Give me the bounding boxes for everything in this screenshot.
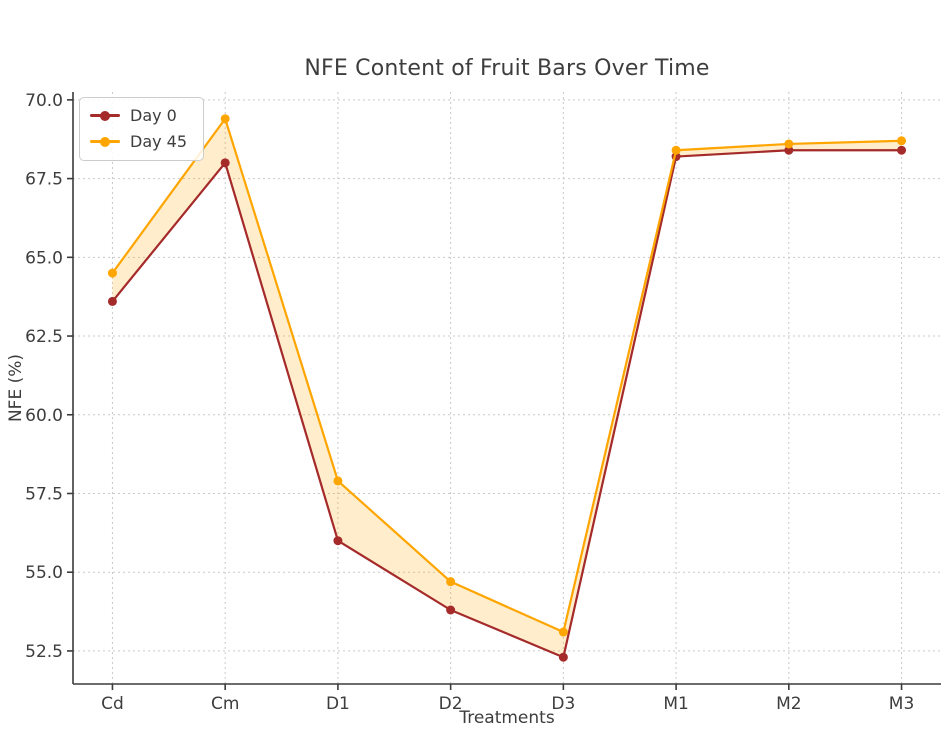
legend-marker-icon — [100, 110, 110, 121]
legend-marker-icon — [100, 136, 110, 147]
x-tick-label: Cd — [101, 694, 124, 714]
tick-labels: 52.5 55.0 57.5 60.0 62.5 65.0 67.5 70.0 Cd Cm D1 D2… — [25, 91, 914, 714]
data-point-marker — [897, 136, 907, 146]
data-point-marker — [897, 145, 907, 155]
y-tick-label: 70.0 — [25, 91, 63, 111]
x-tick-label: Cm — [211, 694, 239, 714]
data-point-marker — [558, 627, 568, 637]
x-tick-label: D2 — [439, 694, 463, 714]
legend-line-swatch-day-45 — [90, 136, 120, 147]
legend-line-swatch-day-0 — [90, 110, 120, 121]
y-tick-label: 60.0 — [25, 406, 63, 426]
legend-item-day-45: Day 45 — [90, 132, 187, 151]
data-point-marker — [671, 145, 681, 155]
legend-label: Day 45 — [130, 132, 188, 151]
data-point-marker — [333, 476, 343, 486]
x-tick-label: M2 — [776, 694, 801, 714]
x-tick-label: D1 — [326, 694, 350, 714]
data-point-marker — [333, 536, 343, 546]
y-axis-label: NFE (%) — [6, 353, 26, 423]
legend-item-day-0: Day 0 — [90, 106, 187, 125]
series-day-45 — [107, 114, 907, 637]
series-day-0 — [107, 145, 907, 662]
series-line — [111, 149, 903, 659]
data-point-marker — [220, 114, 230, 124]
data-point-marker — [107, 296, 117, 306]
chart-title: NFE Content of Fruit Bars Over Time — [304, 56, 710, 81]
data-point-marker — [220, 158, 230, 168]
y-tick-label: 67.5 — [25, 170, 63, 190]
data-point-marker — [558, 652, 568, 662]
data-point-marker — [107, 268, 117, 278]
gridlines — [73, 92, 941, 684]
x-tick-label: D3 — [551, 694, 575, 714]
series-line — [111, 117, 903, 634]
x-tick-label: M3 — [889, 694, 914, 714]
y-tick-label: 57.5 — [25, 484, 63, 504]
legend: Day 0 Day 45 — [79, 97, 205, 161]
y-tick-label: 62.5 — [25, 327, 63, 347]
x-tick-label: M1 — [663, 694, 688, 714]
axes — [67, 92, 941, 690]
fill-between-area — [112, 118, 902, 658]
x-axis-label: Treatments — [459, 708, 555, 728]
legend-label: Day 0 — [130, 106, 177, 125]
data-point-marker — [784, 139, 794, 149]
y-tick-label: 52.5 — [25, 642, 63, 662]
data-point-marker — [446, 577, 456, 587]
y-tick-label: 65.0 — [25, 248, 63, 268]
data-point-marker — [446, 605, 456, 615]
data-point-marker — [784, 145, 794, 155]
y-tick-label: 55.0 — [25, 563, 63, 583]
